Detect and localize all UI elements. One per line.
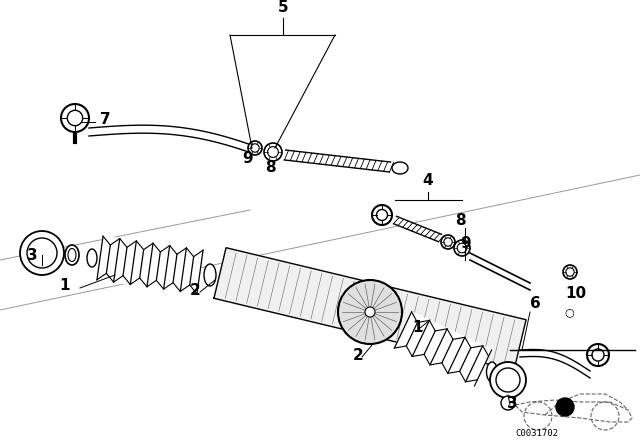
- Text: 3: 3: [507, 396, 517, 411]
- Circle shape: [441, 235, 455, 249]
- Polygon shape: [394, 312, 492, 386]
- Text: 2: 2: [353, 348, 364, 363]
- Text: 9: 9: [243, 151, 253, 166]
- Circle shape: [248, 141, 262, 155]
- Ellipse shape: [65, 245, 79, 265]
- Text: 10: 10: [565, 286, 586, 301]
- Polygon shape: [214, 248, 526, 370]
- Circle shape: [338, 280, 402, 344]
- Circle shape: [365, 307, 375, 317]
- Text: C0031702: C0031702: [515, 429, 558, 438]
- Ellipse shape: [204, 264, 216, 286]
- Ellipse shape: [392, 162, 408, 174]
- Polygon shape: [394, 216, 442, 242]
- Ellipse shape: [87, 249, 97, 267]
- Text: 8: 8: [265, 160, 275, 175]
- Text: 3: 3: [27, 248, 37, 263]
- Circle shape: [490, 362, 526, 398]
- Circle shape: [264, 143, 282, 161]
- Text: 5: 5: [278, 0, 288, 15]
- Text: 1: 1: [413, 320, 423, 335]
- Text: 8: 8: [455, 213, 466, 228]
- Text: 2: 2: [189, 283, 200, 298]
- Circle shape: [563, 265, 577, 279]
- Text: 6: 6: [530, 296, 541, 311]
- Circle shape: [587, 344, 609, 366]
- Circle shape: [372, 205, 392, 225]
- Polygon shape: [97, 236, 203, 294]
- Ellipse shape: [501, 396, 515, 410]
- Text: 4: 4: [422, 173, 433, 188]
- Text: 7: 7: [100, 112, 111, 128]
- Text: 9: 9: [460, 236, 470, 251]
- Text: ○: ○: [564, 307, 574, 317]
- Text: 1: 1: [60, 278, 70, 293]
- Ellipse shape: [486, 362, 497, 382]
- Circle shape: [556, 398, 574, 416]
- Circle shape: [61, 104, 89, 132]
- Circle shape: [454, 240, 470, 256]
- Polygon shape: [284, 150, 390, 172]
- Circle shape: [20, 231, 64, 275]
